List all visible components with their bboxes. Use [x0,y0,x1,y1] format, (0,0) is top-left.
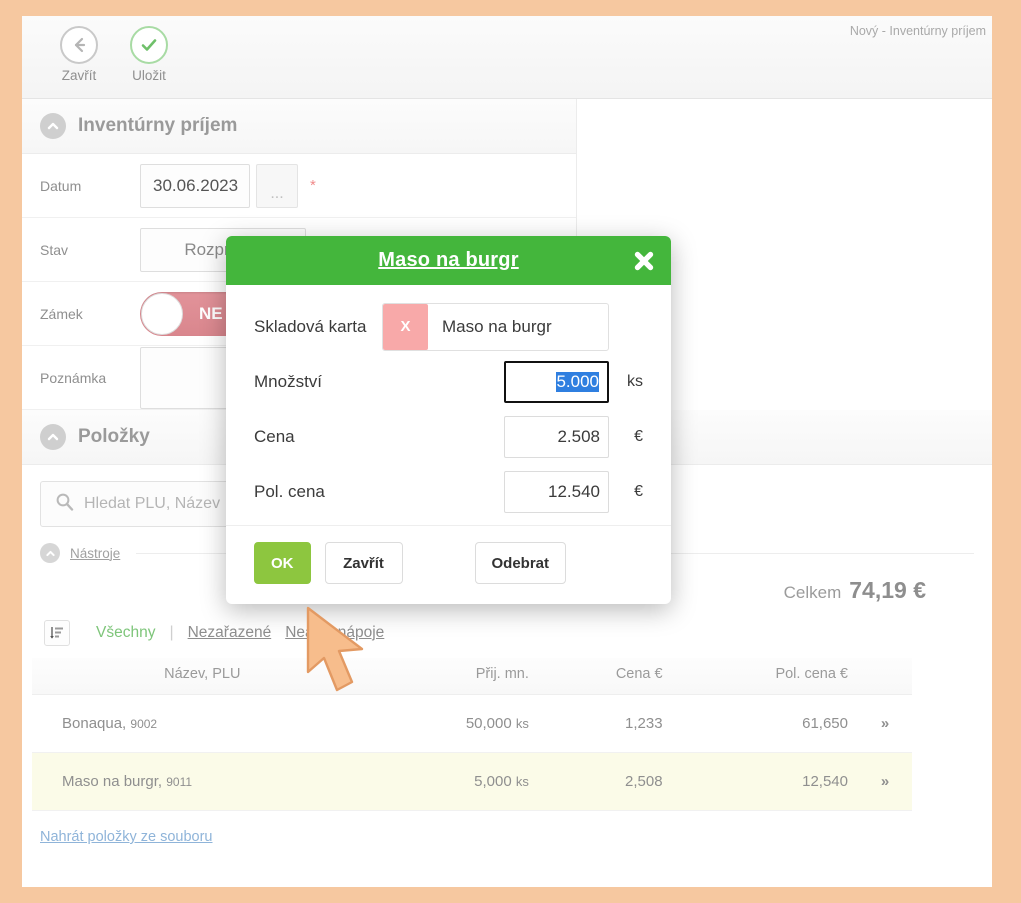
column-header-line-price[interactable]: Pol. cena € [672,658,858,695]
page-title: Inventúrny príjem [78,115,238,136]
zamek-label: Zámek [40,305,83,322]
quantity-value: 5.000 [556,371,599,392]
filter-tab-vsechny[interactable]: Všechny [96,624,156,641]
item-plu: 9002 [130,717,158,731]
toggle-knob [141,292,183,335]
item-qty: 50,000 [465,715,512,732]
row-detail-chevron-icon[interactable]: » [858,752,912,811]
quantity-input[interactable]: 5.000 [504,360,609,403]
filter-tab-nezarazene[interactable]: Nezařazené [187,624,272,641]
required-marker: * [310,177,316,194]
quantity-unit: ks [627,372,643,390]
column-header-price[interactable]: Cena € [538,658,673,695]
poznamka-label: Poznámka [40,369,107,386]
column-header-actions [858,658,912,695]
stav-label: Stav [40,241,69,258]
item-detail-dialog: Maso na burgr Skladová karta X Maso na b… [226,236,671,604]
item-qty-unit: ks [515,774,529,789]
item-name: Bonaqua, [62,715,127,732]
table-row[interactable]: Maso na burgr, 9011 5,000 ks 2,508 12,54… [32,752,912,811]
items-section-title: Položky [78,426,150,447]
price-unit: € [634,427,643,445]
item-plu: 9011 [166,775,193,789]
close-button-label: Zavřít [61,68,97,83]
remove-button[interactable]: Odebrat [474,542,567,584]
section-header[interactable]: Inventúrny príjem [22,99,576,154]
dialog-row-quantity: Množství 5.000 ks [254,354,643,409]
window-title: Nový - Inventúrny príjem [849,24,986,38]
dialog-body: Skladová karta X Maso na burgr Množství … [226,285,671,525]
close-button[interactable]: Zavřít [44,26,114,83]
quantity-label: Množství [254,371,323,391]
form-row-datum: Datum 30.06.2023 ... * [22,154,576,218]
column-header-name[interactable]: Název, PLU [32,658,373,695]
toolbar: Zavřít Uložit Nový - Inventúrny príjem [22,16,992,99]
chevron-up-circle-icon [40,113,66,139]
dialog-close-button[interactable]: Zavřít [324,542,403,584]
total-row: Celkem 74,19 € [22,571,992,614]
price-label: Cena [254,426,295,446]
datum-label: Datum [40,177,82,194]
datum-input[interactable]: 30.06.2023 [140,163,250,208]
card-value: Maso na burgr [442,316,552,336]
column-header-qty[interactable]: Přij. mn. [372,658,539,695]
search-icon [55,492,74,516]
total-label: Celkem [783,583,842,602]
price-input[interactable]: 2.508 [504,415,609,458]
dialog-footer: OK Zavřít Odebrat [226,525,671,604]
chevron-up-circle-icon [40,543,60,563]
dialog-row-line-price: Pol. cena 12.540 € [254,464,643,519]
dialog-row-card: Skladová karta X Maso na burgr [254,299,643,354]
item-price: 2,508 [538,752,673,811]
dialog-header: Maso na burgr [226,236,671,285]
item-line-price: 61,650 [672,694,858,753]
save-button[interactable]: Uložit [114,26,184,83]
card-badge: X [383,303,428,350]
application-window: Zavřít Uložit Nový - Inventúrny príjem [22,16,992,887]
item-price: 1,233 [538,694,673,753]
chevron-up-circle-icon [40,424,66,450]
filter-separator: | [169,624,174,641]
filter-tabs: Všechny | Nezařazené Nealko nápoje [22,614,992,658]
item-qty: 5,000 [474,773,512,790]
table-row[interactable]: Bonaqua, 9002 50,000 ks 1,233 61,650 » [32,694,912,753]
line-price-unit: € [634,482,643,500]
check-circle-icon [130,26,168,64]
zamek-state-label: NE [199,303,223,323]
line-price-input[interactable]: 12.540 [504,470,609,513]
row-detail-chevron-icon[interactable]: » [858,694,912,753]
total-value: 74,19 € [849,577,926,603]
items-table: Název, PLU Přij. mn. Cena € Pol. cena € … [32,658,912,811]
item-name: Maso na burgr, [62,773,163,790]
upload-items-link[interactable]: Nahrát položky ze souboru [40,829,213,845]
tools-link[interactable]: Nástroje [70,545,121,561]
filter-tab-nealko-napoje[interactable]: Nealko nápoje [285,624,385,641]
dialog-title: Maso na burgr [378,249,519,271]
save-button-label: Uložit [132,68,166,83]
sort-ascending-icon[interactable] [44,620,70,646]
arrow-left-circle-icon [60,26,98,64]
search-placeholder: Hledat PLU, Název [84,495,221,512]
ok-button[interactable]: OK [254,542,311,584]
item-qty-unit: ks [515,716,529,731]
dialog-row-price: Cena 2.508 € [254,409,643,464]
card-label: Skladová karta [254,316,367,336]
datum-picker-button[interactable]: ... [256,163,298,208]
table-header-row: Název, PLU Přij. mn. Cena € Pol. cena € [32,658,912,695]
close-icon[interactable] [633,250,655,272]
item-line-price: 12,540 [672,752,858,811]
line-price-label: Pol. cena [254,481,325,501]
card-field[interactable]: X Maso na burgr [382,302,609,351]
